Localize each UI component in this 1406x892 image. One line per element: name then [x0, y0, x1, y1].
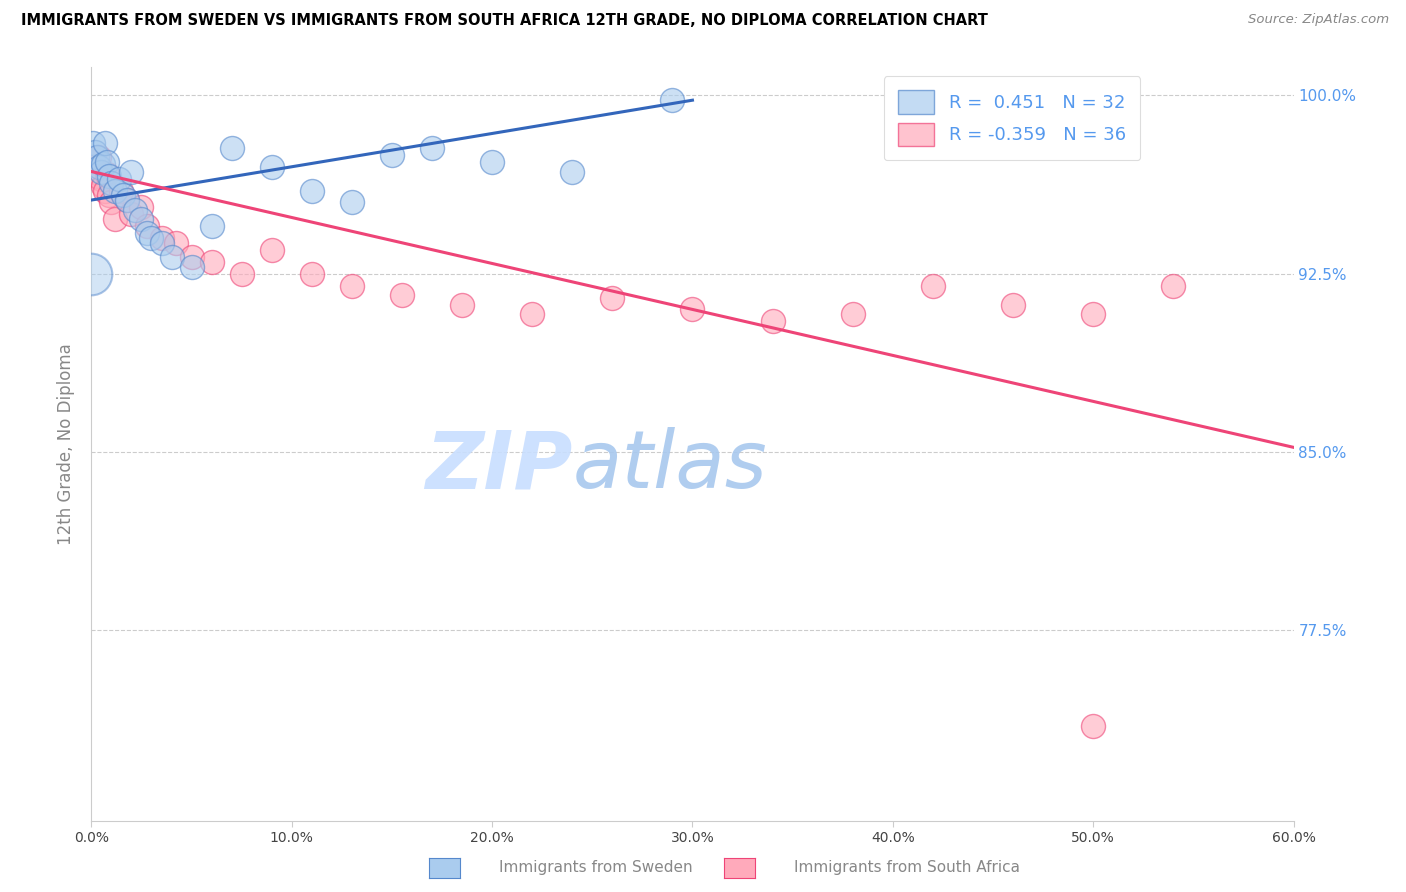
Point	[301, 267, 323, 281]
Point	[112, 188, 135, 202]
Point	[522, 307, 544, 321]
Point	[340, 195, 363, 210]
Point	[86, 150, 108, 164]
Point	[420, 141, 443, 155]
Text: atlas: atlas	[572, 427, 768, 506]
Point	[93, 178, 115, 193]
Point	[661, 93, 683, 107]
Point	[82, 155, 104, 169]
Point	[150, 231, 173, 245]
Point	[98, 188, 121, 202]
Point	[1001, 298, 1024, 312]
Y-axis label: 12th Grade, No Diploma: 12th Grade, No Diploma	[58, 343, 76, 545]
Point	[124, 202, 146, 217]
Point	[89, 160, 111, 174]
Point	[165, 235, 187, 250]
Point	[201, 219, 224, 234]
Point	[104, 184, 127, 198]
Point	[841, 307, 863, 321]
Point	[104, 212, 127, 227]
Legend: R =  0.451   N = 32, R = -0.359   N = 36: R = 0.451 N = 32, R = -0.359 N = 36	[883, 76, 1140, 161]
Point	[117, 193, 139, 207]
Point	[94, 136, 117, 150]
Point	[94, 184, 117, 198]
Point	[1083, 718, 1105, 732]
Point	[108, 171, 131, 186]
Point	[481, 155, 503, 169]
Point	[180, 250, 202, 264]
Point	[89, 150, 111, 164]
Text: IMMIGRANTS FROM SWEDEN VS IMMIGRANTS FROM SOUTH AFRICA 12TH GRADE, NO DIPLOMA CO: IMMIGRANTS FROM SWEDEN VS IMMIGRANTS FRO…	[21, 13, 988, 29]
Text: Immigrants from South Africa: Immigrants from South Africa	[794, 860, 1021, 874]
Point	[150, 235, 173, 250]
Point	[84, 164, 107, 178]
Point	[93, 157, 115, 171]
Point	[90, 164, 112, 178]
Point	[922, 278, 945, 293]
Text: Source: ZipAtlas.com: Source: ZipAtlas.com	[1249, 13, 1389, 27]
Point	[201, 255, 224, 269]
Point	[90, 171, 112, 186]
Point	[86, 169, 108, 184]
Point	[301, 184, 323, 198]
Point	[391, 288, 413, 302]
Point	[221, 141, 243, 155]
Point	[602, 291, 624, 305]
Point	[98, 169, 121, 184]
Point	[121, 207, 143, 221]
Point	[84, 145, 107, 160]
Point	[1083, 307, 1105, 321]
Point	[96, 167, 118, 181]
Text: ZIP: ZIP	[425, 427, 572, 506]
Point	[260, 243, 283, 257]
Point	[451, 298, 474, 312]
Point	[121, 164, 143, 178]
Point	[260, 160, 283, 174]
Point	[131, 212, 153, 227]
Point	[80, 267, 103, 281]
Point	[762, 314, 785, 328]
Point	[381, 148, 404, 162]
Point	[160, 250, 183, 264]
Point	[136, 227, 159, 241]
Point	[561, 164, 583, 178]
Point	[340, 278, 363, 293]
Point	[141, 231, 163, 245]
Point	[110, 184, 132, 198]
Point	[82, 136, 104, 150]
Point	[96, 155, 118, 169]
Point	[117, 193, 139, 207]
Point	[180, 260, 202, 274]
Point	[100, 195, 122, 210]
Point	[136, 219, 159, 234]
Text: Immigrants from Sweden: Immigrants from Sweden	[499, 860, 693, 874]
Point	[231, 267, 253, 281]
Point	[131, 200, 153, 214]
Point	[681, 302, 703, 317]
Point	[1163, 278, 1185, 293]
Point	[100, 177, 122, 191]
